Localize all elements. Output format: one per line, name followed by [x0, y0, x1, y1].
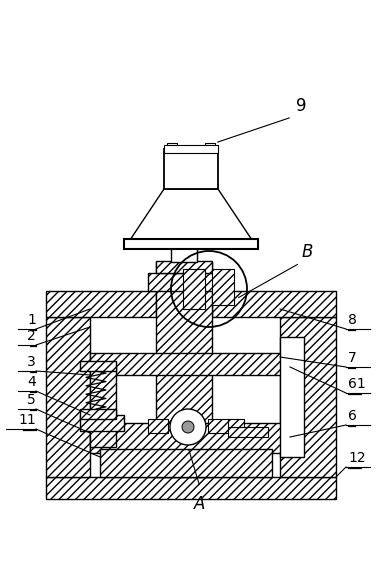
Bar — [164, 145, 218, 153]
Text: B: B — [302, 243, 313, 261]
Bar — [171, 247, 197, 262]
Bar — [80, 361, 116, 371]
Circle shape — [170, 409, 206, 445]
Bar — [90, 353, 290, 375]
Bar — [124, 239, 258, 249]
Bar — [228, 427, 268, 437]
Text: 61: 61 — [348, 377, 366, 391]
Text: 2: 2 — [27, 329, 36, 343]
Bar — [212, 269, 234, 305]
Text: 9: 9 — [296, 97, 306, 115]
Bar — [280, 337, 304, 457]
Text: 11: 11 — [18, 413, 36, 427]
Circle shape — [182, 421, 194, 433]
Text: 5: 5 — [27, 393, 36, 407]
Text: 12: 12 — [348, 451, 366, 465]
Text: 3: 3 — [27, 355, 36, 369]
Bar — [228, 419, 244, 427]
Bar — [46, 291, 156, 317]
Bar — [156, 261, 212, 273]
Bar — [46, 477, 336, 499]
Bar — [208, 419, 234, 433]
Text: 4: 4 — [27, 375, 36, 389]
Text: 7: 7 — [348, 351, 357, 365]
Bar — [80, 409, 116, 419]
Bar — [205, 143, 215, 149]
Bar — [212, 291, 336, 317]
Bar — [148, 419, 168, 433]
Bar — [183, 269, 205, 309]
Bar — [167, 143, 177, 149]
Text: A: A — [194, 495, 206, 513]
Bar — [280, 317, 336, 477]
Bar — [100, 449, 272, 477]
Bar — [80, 415, 124, 431]
Bar — [164, 149, 218, 189]
Bar — [148, 273, 220, 291]
Polygon shape — [124, 189, 258, 249]
Bar — [46, 317, 90, 477]
Bar — [156, 262, 212, 477]
Text: 6: 6 — [348, 409, 357, 423]
Text: 1: 1 — [27, 313, 36, 327]
Bar — [90, 423, 290, 453]
Text: 8: 8 — [348, 313, 357, 327]
Bar — [90, 367, 116, 447]
